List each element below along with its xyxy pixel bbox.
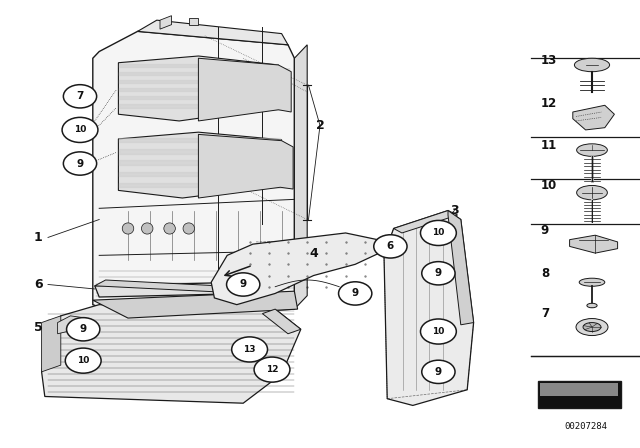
- Ellipse shape: [576, 319, 608, 336]
- Text: 8: 8: [541, 267, 549, 280]
- Bar: [538, 381, 621, 408]
- Text: 9: 9: [435, 268, 442, 278]
- Text: 9: 9: [435, 367, 442, 377]
- Polygon shape: [198, 134, 293, 198]
- Polygon shape: [448, 211, 474, 325]
- Circle shape: [67, 318, 100, 341]
- Text: 10: 10: [432, 327, 445, 336]
- Text: 6: 6: [34, 278, 43, 291]
- Polygon shape: [384, 211, 474, 405]
- Polygon shape: [95, 280, 253, 293]
- Circle shape: [422, 360, 455, 383]
- Polygon shape: [42, 316, 61, 372]
- Polygon shape: [211, 233, 384, 305]
- Text: 9: 9: [79, 324, 87, 334]
- Text: 9: 9: [541, 224, 549, 237]
- Polygon shape: [573, 105, 614, 130]
- Text: 9: 9: [351, 289, 359, 298]
- Ellipse shape: [577, 144, 607, 156]
- Polygon shape: [42, 305, 301, 403]
- Text: 10: 10: [432, 228, 445, 237]
- Ellipse shape: [164, 223, 175, 234]
- Text: 10: 10: [541, 179, 557, 193]
- Text: 6: 6: [387, 241, 394, 251]
- Polygon shape: [198, 58, 291, 121]
- Circle shape: [62, 117, 98, 142]
- Text: 5: 5: [34, 320, 43, 334]
- Ellipse shape: [183, 223, 195, 234]
- Text: 11: 11: [541, 139, 557, 152]
- Circle shape: [232, 337, 268, 362]
- Circle shape: [422, 262, 455, 285]
- Polygon shape: [58, 316, 86, 334]
- Ellipse shape: [577, 185, 607, 200]
- Circle shape: [254, 357, 290, 382]
- Polygon shape: [394, 211, 458, 233]
- Text: 12: 12: [266, 365, 278, 374]
- Bar: [540, 383, 618, 396]
- Text: 7: 7: [76, 91, 84, 101]
- Text: 10: 10: [74, 125, 86, 134]
- Ellipse shape: [579, 278, 605, 286]
- Text: 9: 9: [76, 159, 84, 168]
- Text: 2: 2: [316, 119, 324, 132]
- Ellipse shape: [587, 303, 597, 308]
- Circle shape: [227, 273, 260, 296]
- Polygon shape: [95, 282, 248, 297]
- Circle shape: [63, 85, 97, 108]
- Text: 4: 4: [309, 246, 318, 260]
- Polygon shape: [93, 291, 298, 318]
- Circle shape: [63, 152, 97, 175]
- Ellipse shape: [141, 223, 153, 234]
- Text: 00207284: 00207284: [564, 422, 608, 431]
- Polygon shape: [118, 56, 278, 121]
- Polygon shape: [138, 20, 288, 45]
- Circle shape: [420, 220, 456, 246]
- Circle shape: [65, 348, 101, 373]
- Text: 7: 7: [541, 307, 549, 320]
- Ellipse shape: [575, 58, 610, 72]
- Text: 1: 1: [34, 231, 43, 244]
- Circle shape: [374, 235, 407, 258]
- Text: 3: 3: [450, 204, 459, 217]
- Text: 8: 8: [378, 235, 387, 249]
- Circle shape: [339, 282, 372, 305]
- Text: 13: 13: [541, 54, 557, 67]
- Polygon shape: [160, 16, 172, 29]
- Ellipse shape: [583, 323, 601, 332]
- Polygon shape: [118, 132, 282, 198]
- Polygon shape: [294, 45, 307, 309]
- Text: 9: 9: [239, 280, 247, 289]
- Polygon shape: [570, 235, 618, 253]
- Polygon shape: [93, 31, 294, 318]
- Ellipse shape: [122, 223, 134, 234]
- Text: 12: 12: [541, 96, 557, 110]
- Text: 10: 10: [77, 356, 90, 365]
- Text: 13: 13: [243, 345, 256, 354]
- Circle shape: [420, 319, 456, 344]
- Polygon shape: [189, 18, 198, 25]
- Polygon shape: [262, 309, 301, 334]
